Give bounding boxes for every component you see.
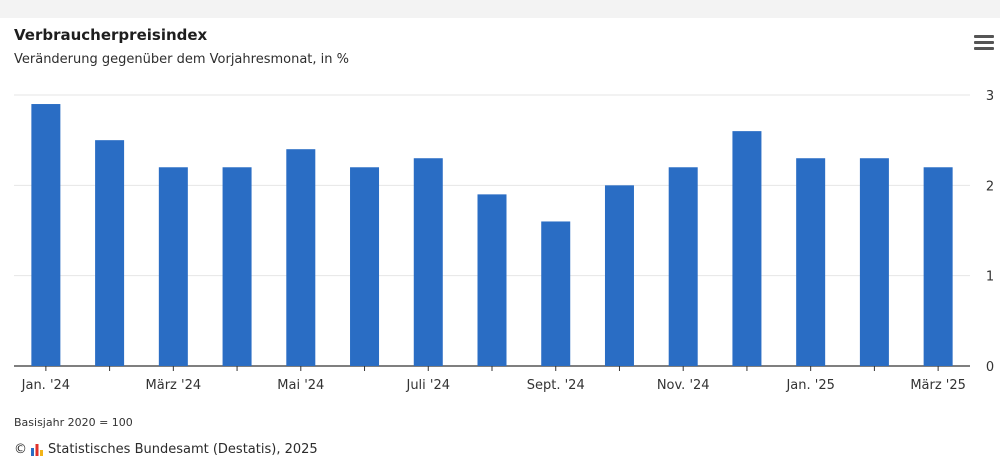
bar — [668, 167, 698, 366]
bar-chart: 0 1 2 3 Jan. '24 März '24 Mai '24 Juli '24 Sept.… — [14, 89, 994, 393]
bar — [541, 221, 571, 366]
bar — [923, 167, 953, 366]
y-tick-label: 0 — [986, 360, 994, 375]
top-strip — [0, 0, 1000, 18]
x-tick-label: Jan. '24 — [21, 378, 70, 393]
chart-subtitle: Veränderung gegenüber dem Vorjahresmonat… — [14, 52, 349, 67]
copyright-symbol: © — [14, 442, 27, 457]
source-credits: © Statistisches Bundesamt (Destatis), 20… — [14, 442, 318, 457]
x-tick-label: Jan. '25 — [785, 378, 834, 393]
bar — [158, 167, 188, 366]
bar — [350, 167, 380, 366]
y-tick-label: 3 — [986, 89, 994, 104]
bar — [222, 167, 252, 366]
bar — [732, 131, 762, 366]
x-tick-label: März '24 — [146, 378, 202, 393]
bar — [477, 194, 507, 366]
bar — [286, 149, 316, 366]
bar — [31, 104, 61, 367]
bar — [604, 185, 634, 366]
bar — [859, 158, 889, 366]
x-tick-label: Sept. '24 — [527, 378, 585, 393]
y-tick-label: 2 — [986, 179, 994, 194]
destatis-logo-icon — [31, 443, 43, 456]
bar — [413, 158, 443, 366]
bar — [796, 158, 826, 366]
credits-text: Statistisches Bundesamt (Destatis), 2025 — [48, 442, 318, 457]
chart-title: Verbraucherpreisindex — [14, 26, 208, 44]
x-tick-label: Mai '24 — [277, 378, 324, 393]
x-tick-label: Nov. '24 — [657, 378, 710, 393]
hamburger-menu-icon[interactable] — [974, 34, 994, 52]
x-tick-label: Juli '24 — [405, 378, 450, 393]
base-year-note: Basisjahr 2020 = 100 — [14, 416, 133, 429]
y-tick-label: 1 — [986, 270, 994, 285]
bar — [95, 140, 125, 366]
x-tick-label: März '25 — [910, 378, 966, 393]
